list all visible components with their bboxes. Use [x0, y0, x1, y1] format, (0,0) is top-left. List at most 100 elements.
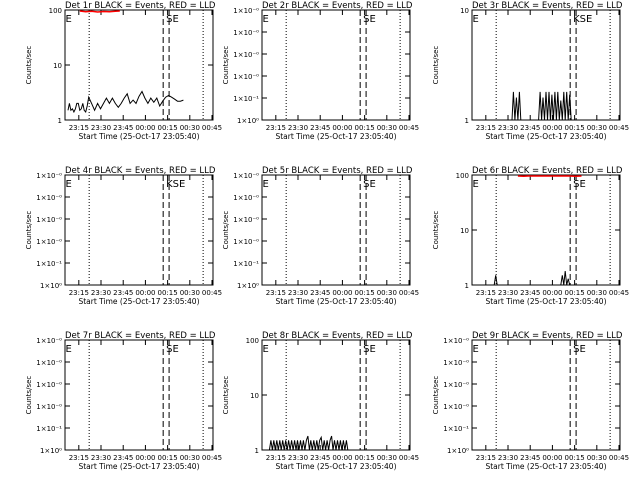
- event-marker-label: SE: [573, 344, 586, 355]
- panel-title: Det 2r BLACK = Events, RED = LLD: [262, 1, 413, 11]
- event-marker-label: SE: [363, 344, 376, 355]
- y-tick-label: 100: [49, 7, 62, 15]
- panel-det-2: Det 2r BLACK = Events, RED = LLD 1×10⁰ 1×1…: [222, 1, 419, 141]
- x-tick-label: 00:45: [609, 289, 629, 297]
- y-tick-label: 1×10⁰: [40, 447, 62, 455]
- events-series-line: [493, 270, 571, 286]
- y-tick-label: 1×10⁻⁰: [233, 73, 259, 81]
- event-marker-label: E: [472, 179, 478, 190]
- plot-frame: [471, 174, 621, 286]
- x-tick-label: 23:30: [91, 289, 111, 297]
- x-tick-label: 23:30: [498, 454, 518, 462]
- x-tick-label: 00:15: [565, 289, 585, 297]
- x-tick-label: 23:30: [91, 124, 111, 132]
- x-tick-label: 23:45: [310, 454, 330, 462]
- x-tick-label: 23:45: [520, 289, 540, 297]
- x-tick-label: 23:15: [266, 124, 286, 132]
- x-tick-label: 23:30: [288, 289, 308, 297]
- y-axis-label: Counts/sec: [25, 46, 33, 85]
- x-axis-label: Start Time (25-Oct-17 23:05:40): [78, 297, 199, 306]
- y-tick-label: 1×10⁻⁰: [233, 194, 259, 202]
- x-tick-label: 00:45: [399, 124, 419, 132]
- x-tick-label: 00:30: [377, 454, 397, 462]
- x-tick-label: 23:15: [69, 124, 89, 132]
- x-tick-label: 00:30: [587, 454, 607, 462]
- y-axis-label: Counts/sec: [222, 376, 230, 415]
- y-tick-label: 10: [460, 227, 469, 235]
- y-tick-label: 1×10⁻¹: [443, 425, 469, 433]
- plot-frame: [471, 339, 621, 451]
- y-tick-label: 1×10⁰: [447, 447, 469, 455]
- event-marker-label: E: [65, 179, 71, 190]
- y-tick-label: 1×10⁻⁰: [233, 29, 259, 37]
- y-axis-label: Counts/sec: [432, 211, 440, 250]
- x-tick-label: 00:00: [542, 124, 562, 132]
- y-tick-label: 1: [255, 447, 259, 455]
- x-tick-label: 23:45: [310, 124, 330, 132]
- y-tick-label: 1×10⁰: [40, 282, 62, 290]
- event-marker-label: SE: [363, 14, 376, 25]
- panel-det-9: Det 9r BLACK = Events, RED = LLD 1×10⁰ 1×1…: [432, 331, 629, 471]
- x-axis-label: Start Time (25-Oct-17 23:05:40): [275, 462, 396, 471]
- y-tick-label: 1×10⁻⁰: [36, 337, 62, 345]
- x-tick-label: 00:00: [135, 454, 155, 462]
- y-tick-label: 10: [460, 7, 469, 15]
- y-tick-label: 1×10⁻⁰: [233, 216, 259, 224]
- lld-series-line: [79, 10, 120, 13]
- y-tick-label: 1: [465, 282, 469, 290]
- y-tick-label: 1×10⁻⁰: [233, 7, 259, 15]
- x-tick-label: 23:45: [520, 454, 540, 462]
- panel-det-4: Det 4r BLACK = Events, RED = LLD 1×10⁰ 1×1…: [25, 166, 222, 306]
- panel-title: Det 3r BLACK = Events, RED = LLD: [472, 1, 623, 11]
- y-tick-label: 1×10⁻⁰: [36, 238, 62, 246]
- x-tick-label: 00:00: [135, 124, 155, 132]
- x-tick-label: 00:00: [332, 289, 352, 297]
- x-tick-label: 00:30: [377, 124, 397, 132]
- y-tick-label: 100: [456, 172, 469, 180]
- y-tick-label: 1×10⁰: [237, 117, 259, 125]
- y-tick-label: 1×10⁻¹: [36, 425, 62, 433]
- x-tick-label: 23:30: [498, 124, 518, 132]
- panel-title: Det 6r BLACK = Events, RED = LLD: [472, 166, 623, 176]
- x-tick-label: 00:15: [355, 289, 375, 297]
- x-tick-label: 00:45: [399, 289, 419, 297]
- x-tick-label: 00:15: [355, 124, 375, 132]
- y-tick-label: 1: [465, 117, 469, 125]
- x-tick-label: 23:15: [69, 454, 89, 462]
- x-tick-label: 00:30: [180, 454, 200, 462]
- event-marker-label: E: [472, 344, 478, 355]
- y-tick-label: 100: [246, 337, 259, 345]
- y-tick-label: 1×10⁻⁰: [443, 403, 469, 411]
- panel-title: Det 4r BLACK = Events, RED = LLD: [65, 166, 216, 176]
- y-tick-label: 1×10⁻¹: [36, 260, 62, 268]
- y-axis-label: Counts/sec: [432, 376, 440, 415]
- y-axis-label: Counts/sec: [25, 211, 33, 250]
- panel-det-3: Det 3r BLACK = Events, RED = LLD 1 10 Count…: [432, 1, 629, 141]
- y-tick-label: 1×10⁻⁰: [36, 381, 62, 389]
- panel-det-5: Det 5r BLACK = Events, RED = LLD 1×10⁰ 1×1…: [222, 166, 419, 306]
- y-tick-label: 1×10⁻⁰: [36, 216, 62, 224]
- x-tick-label: 00:30: [377, 289, 397, 297]
- y-tick-label: 1×10⁻⁰: [233, 51, 259, 59]
- event-marker-label: SE: [166, 14, 179, 25]
- x-tick-label: 00:30: [587, 124, 607, 132]
- event-marker-label: E: [65, 344, 71, 355]
- y-tick-label: 1: [58, 117, 62, 125]
- y-tick-label: 1×10⁻⁰: [36, 172, 62, 180]
- x-tick-label: 00:30: [587, 289, 607, 297]
- event-marker-label: KSE: [166, 179, 185, 190]
- panel-det-6: Det 6r BLACK = Events, RED = LLD 1 10 100 Co…: [432, 166, 629, 306]
- x-tick-label: 23:30: [288, 454, 308, 462]
- x-axis-label: Start Time (25-Oct-17 23:05:40): [275, 297, 396, 306]
- panel-det-7: Det 7r BLACK = Events, RED = LLD 1×10⁰ 1×1…: [25, 331, 222, 471]
- panel-title: Det 8r BLACK = Events, RED = LLD: [262, 331, 413, 341]
- x-tick-label: 23:15: [266, 289, 286, 297]
- y-tick-label: 1×10⁻⁰: [443, 381, 469, 389]
- x-tick-label: 23:15: [476, 124, 496, 132]
- panel-det-1: Det 1r BLACK = Events, RED = LLD 1 10 100 Co…: [25, 1, 222, 141]
- plot-frame: [64, 174, 214, 286]
- plot-frame: [471, 9, 621, 121]
- y-tick-label: 10: [53, 62, 62, 70]
- x-tick-label: 23:15: [476, 289, 496, 297]
